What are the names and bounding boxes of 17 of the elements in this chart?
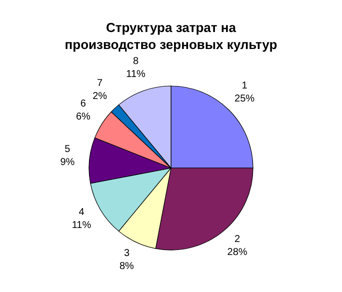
data-label: 8%: [119, 261, 134, 272]
slice-label: 4: [78, 206, 85, 218]
data-label: 6%: [76, 111, 91, 122]
data-label: 9%: [60, 157, 75, 168]
slice-label: 5: [64, 144, 71, 156]
slice-label: 3: [124, 248, 130, 260]
data-label: 11%: [72, 220, 92, 231]
slice-label: 8: [132, 56, 139, 68]
slice-label: 7: [97, 78, 104, 90]
data-label: 28%: [227, 247, 248, 258]
chart-title: Структура затрат на производство зерновых культур: [64, 20, 278, 52]
data-label: 25%: [234, 93, 255, 104]
data-label: 11%: [126, 69, 146, 80]
data-label: 2%: [92, 91, 108, 102]
slice-label: 6: [80, 98, 86, 110]
slice-label: 1: [242, 80, 248, 92]
slice-label: 2: [234, 234, 241, 246]
